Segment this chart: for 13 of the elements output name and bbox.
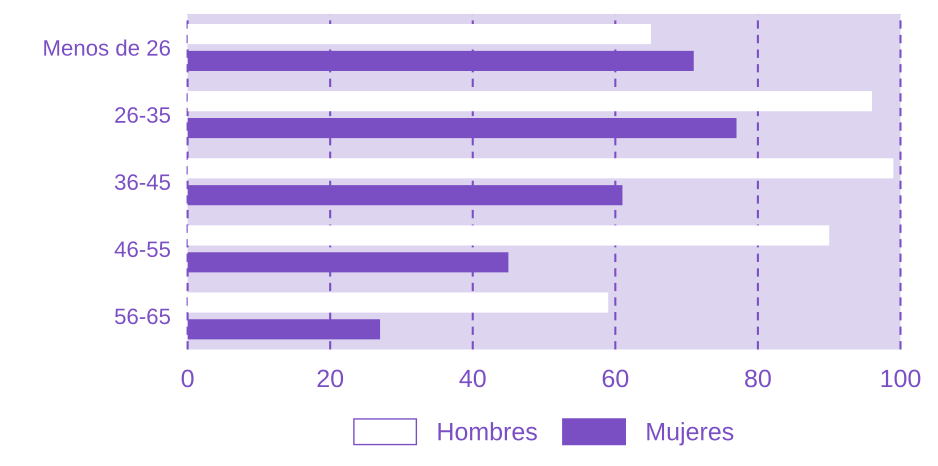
legend-label: Hombres: [438, 422, 537, 440]
x-tick-label: 80: [745, 370, 771, 388]
x-tick-label: 40: [459, 370, 486, 388]
x-tick-label: 0: [182, 370, 194, 388]
y-tick-label: 36-45: [114, 174, 170, 190]
y-tick-label: 56-65: [114, 308, 170, 324]
x-tick-label: 60: [602, 370, 628, 388]
legend-label: Mujeres: [647, 422, 734, 446]
y-tick-label: Menos de 26: [44, 39, 170, 56]
y-tick-label: 26-35: [115, 107, 170, 123]
y-tick-label: 46-55: [114, 241, 170, 258]
x-tick-label: 20: [318, 370, 344, 388]
x-tick-label: 100: [882, 370, 920, 388]
